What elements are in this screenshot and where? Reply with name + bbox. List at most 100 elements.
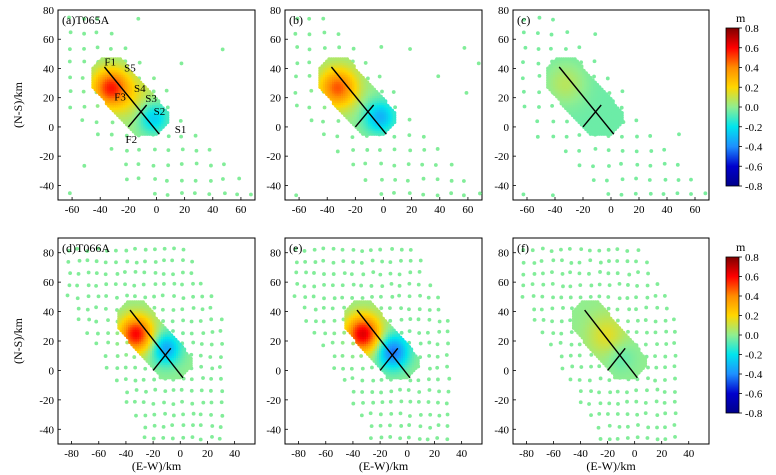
scatter-point: [82, 59, 87, 64]
scatter-point: [331, 246, 336, 251]
scatter-point: [94, 271, 99, 276]
scatter-point: [662, 294, 667, 298]
scatter-point: [201, 376, 205, 380]
scatter-point: [125, 340, 130, 345]
scatter-point: [68, 271, 73, 276]
scatter-point: [625, 399, 629, 404]
scatter-point: [180, 191, 184, 195]
scatter-point: [577, 378, 582, 382]
scatter-point: [646, 365, 650, 370]
scatter-point: [662, 390, 667, 394]
scatter-point: [379, 306, 384, 311]
scatter-point: [399, 317, 404, 322]
x-tick-label: -40: [548, 204, 563, 216]
y-tick-label: -40: [266, 180, 281, 192]
scatter-point: [435, 354, 440, 359]
scatter-point: [378, 412, 383, 417]
scatter-point: [541, 271, 545, 276]
fault-trace: [356, 309, 411, 379]
scatter-point: [199, 364, 204, 369]
scatter-point: [522, 17, 526, 22]
scatter-point: [295, 45, 300, 49]
scatter-point: [207, 192, 212, 197]
scatter-point: [653, 293, 658, 298]
scatter-point: [152, 305, 157, 310]
scatter-point: [144, 389, 148, 394]
scatter-point: [645, 436, 650, 440]
scatter-point: [370, 258, 375, 263]
scatter-point: [522, 104, 527, 109]
scatter-point: [336, 32, 341, 37]
scatter-point: [606, 271, 611, 276]
scatter-point: [647, 178, 652, 182]
scatter-point: [648, 163, 653, 168]
scatter-point: [161, 424, 166, 429]
scatter-point: [178, 118, 183, 123]
scatter-point: [388, 423, 392, 428]
scatter-point: [380, 400, 385, 405]
scatter-point: [351, 389, 356, 394]
scatter-point: [418, 341, 423, 346]
scatter-point: [198, 423, 203, 428]
scatter-point: [567, 246, 572, 251]
scatter-point: [209, 400, 214, 405]
scatter-point: [417, 307, 422, 312]
y-tick-label: 60: [270, 34, 282, 46]
scatter-point: [321, 343, 326, 348]
scatter-point: [322, 30, 327, 35]
scatter-point: [198, 437, 203, 442]
scatter-point: [302, 284, 307, 289]
scatter-point: [620, 134, 624, 139]
scatter-point: [82, 46, 86, 51]
scatter-point: [143, 425, 148, 430]
scatter-point: [351, 341, 356, 346]
scatter-point: [661, 192, 666, 196]
scatter-point: [568, 353, 573, 358]
scatter-point: [190, 259, 195, 264]
scatter-point: [312, 247, 317, 252]
scatter-point: [309, 118, 314, 123]
scatter-point: [392, 134, 397, 139]
scatter-point: [408, 399, 413, 404]
scatter-point: [449, 162, 454, 167]
scatter-point: [374, 89, 379, 94]
scatter-point: [577, 271, 582, 276]
scatter-point: [604, 178, 609, 183]
scatter-point: [349, 61, 354, 66]
scatter-point: [615, 389, 620, 394]
scatter-point: [199, 342, 204, 346]
colorbar-tick-label: 0.6: [745, 272, 759, 284]
scatter-point: [673, 434, 677, 439]
scatter-point: [68, 75, 73, 80]
y-axis-label: (N-S)/km: [11, 317, 25, 364]
scatter-point: [132, 399, 137, 404]
scatter-point: [435, 365, 440, 370]
scatter-point: [103, 260, 108, 265]
scatter-point: [689, 192, 693, 196]
x-tick-label: 0: [405, 448, 411, 460]
scatter-point: [521, 247, 526, 252]
y-tick-label: 80: [43, 5, 55, 17]
scatter-point: [181, 318, 185, 323]
scatter-point: [646, 271, 650, 276]
x-tick-label: 0: [632, 448, 638, 460]
scatter-point: [435, 147, 440, 151]
scatter-point: [644, 305, 649, 310]
scatter-point: [625, 259, 630, 264]
scatter-point: [565, 30, 570, 35]
colorbar-tick-label: 0.0: [745, 330, 759, 342]
scatter-point: [295, 61, 300, 66]
scatter-point: [392, 190, 396, 195]
scatter-point: [428, 425, 433, 430]
scatter-point: [593, 146, 598, 151]
data-points: [292, 246, 452, 442]
y-tick-label: 80: [43, 248, 55, 260]
scatter-point: [342, 330, 347, 335]
scatter-point: [66, 248, 71, 253]
colorbar-title: m: [736, 240, 746, 254]
scatter-point: [109, 146, 114, 151]
scatter-point: [558, 340, 563, 345]
scatter-point: [192, 191, 197, 196]
scatter-point: [372, 87, 377, 92]
scatter-point: [82, 31, 86, 36]
